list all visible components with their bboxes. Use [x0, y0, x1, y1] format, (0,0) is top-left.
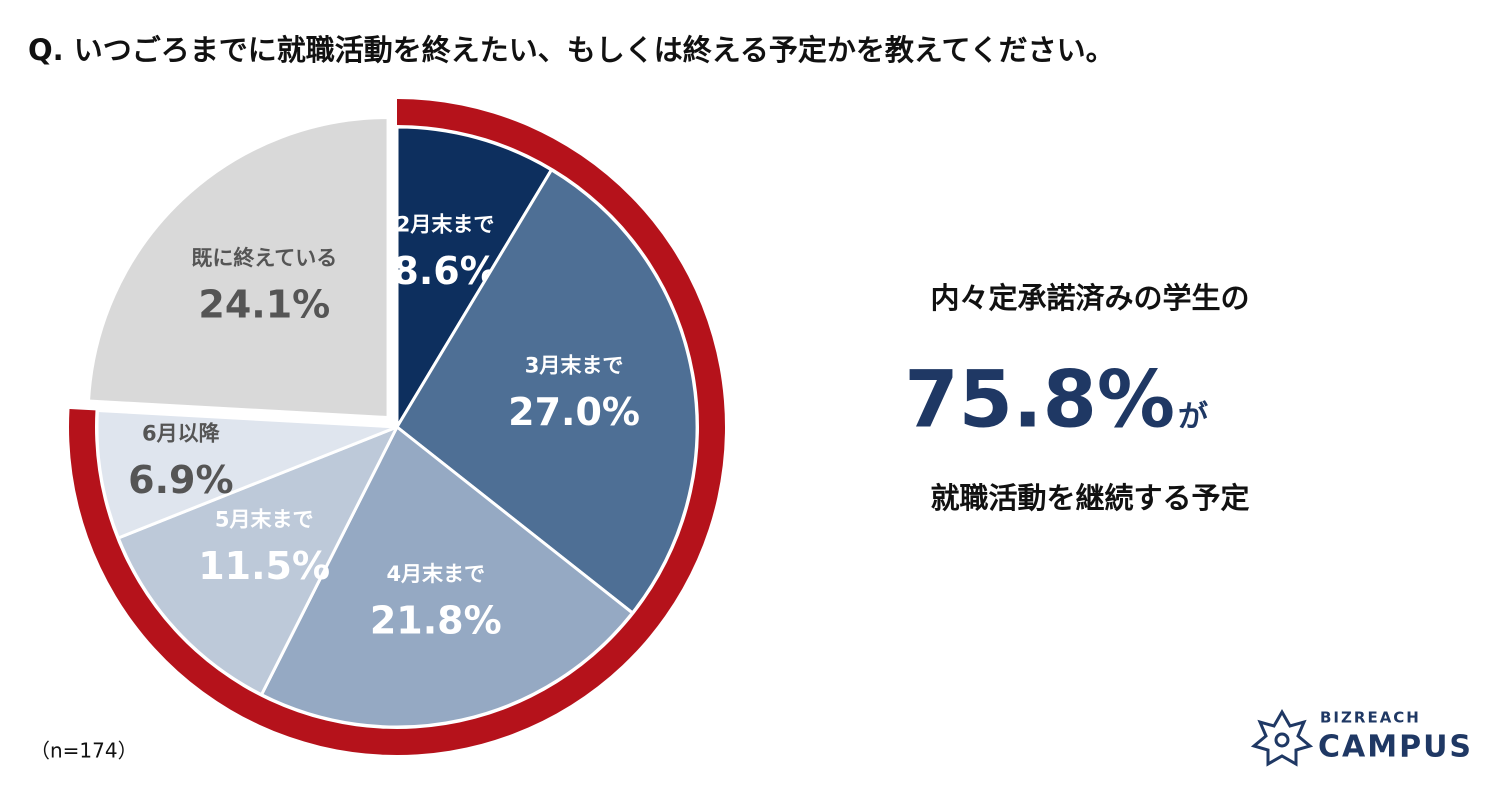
slice-category-label: 6月以降 — [142, 421, 221, 445]
chart-title: Q. いつごろまでに就職活動を終えたい、もしくは終える予定かを教えてください。 — [28, 33, 1115, 67]
pie-slice — [259, 424, 635, 729]
slice-value-label: 11.5% — [198, 544, 330, 588]
slice-value-label: 6.9% — [128, 458, 233, 502]
slice-category-label: 4月末まで — [386, 562, 485, 586]
pie-slice — [95, 408, 398, 540]
slice-category-label: 3月末まで — [525, 354, 624, 378]
annotation: 就職活動を継続する予定 — [930, 481, 1249, 515]
pie-slice — [395, 125, 554, 433]
annotation: が — [1178, 400, 1208, 435]
annotation-highlight: 75.8% — [904, 355, 1175, 445]
pie: 2月末まで8.6%3月末まで27.0%4月末まで21.8%5月末まで11.5%6… — [69, 99, 726, 756]
slice-category-label: 既に終えている — [191, 246, 337, 270]
pie-slice — [116, 424, 401, 697]
slice-value-label: 24.1% — [198, 282, 330, 326]
annotation: 内々定承諾済みの学生の — [930, 281, 1249, 315]
logo-text: BIZREACH — [1320, 709, 1421, 727]
pie-slice — [395, 167, 699, 615]
slice-category-label: 5月末まで — [215, 507, 314, 531]
slice-value-label: 27.0% — [508, 390, 640, 434]
slice-category-label: 2月末まで — [396, 213, 495, 237]
logo-icon — [1250, 708, 1314, 767]
logo-text: CAMPUS — [1318, 730, 1473, 765]
slice-value-label: 21.8% — [370, 598, 502, 642]
pie-slice — [86, 116, 390, 420]
note: （n=174） — [30, 739, 138, 763]
